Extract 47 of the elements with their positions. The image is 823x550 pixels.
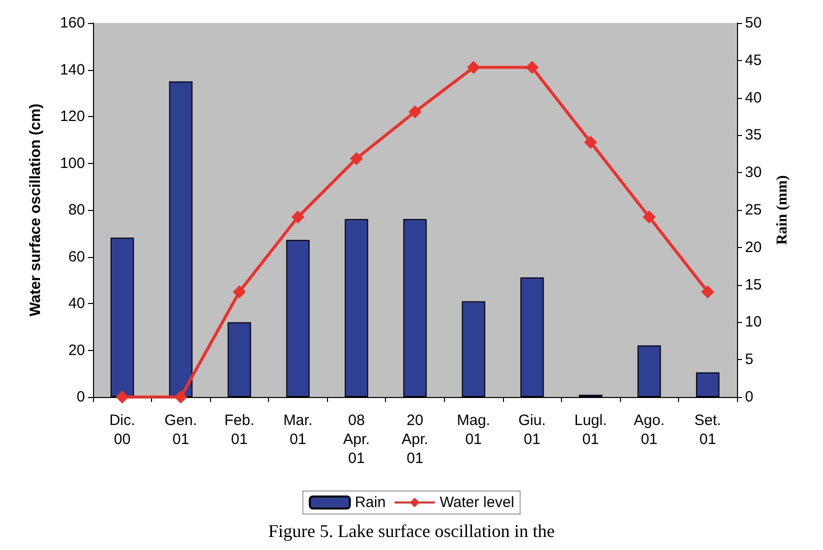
y2-tick-label: 45 — [745, 52, 762, 69]
x-tick-label: Lugl. 01 — [574, 412, 607, 448]
point — [174, 390, 188, 404]
y2-tick-label: 25 — [745, 202, 762, 218]
caption: Figure 5. Lake surface oscillation in the — [268, 521, 555, 541]
point — [232, 285, 246, 298]
x-tick-label: Set. 01 — [694, 412, 722, 448]
x-tick-label: Giu. 01 — [518, 412, 546, 448]
y-tick-label: 80 — [68, 202, 85, 218]
y2-axis-title: Rain (mm) — [774, 175, 790, 245]
y-tick-label: 140 — [60, 61, 85, 78]
point — [701, 285, 714, 298]
x-tick-label: Ago. 01 — [634, 412, 665, 448]
y2-tick-label: 50 — [745, 14, 762, 32]
point — [408, 105, 422, 118]
y-tick-label: 60 — [68, 248, 85, 266]
y2-tick-label: 15 — [745, 276, 762, 294]
x-tick-label: Gen. 01 — [164, 412, 198, 448]
point — [467, 60, 480, 74]
y-tick-label: 40 — [68, 295, 85, 312]
y2-tick-label: 35 — [745, 126, 762, 144]
y-tick-label: 100 — [60, 154, 85, 172]
y-tick-label: 0 — [76, 388, 85, 406]
x-tick-label: Feb. 01 — [224, 412, 254, 448]
x-tick-label: Dic. 00 — [109, 412, 136, 448]
point — [350, 152, 363, 166]
y2-tick-label: 10 — [745, 314, 762, 331]
point — [584, 136, 598, 149]
legend-label: Rain — [354, 494, 386, 511]
point — [642, 210, 656, 224]
y-tick-label: 20 — [68, 342, 85, 359]
y2-tick-label: 40 — [745, 89, 762, 106]
y2-tick-label: 30 — [745, 164, 762, 182]
point — [526, 60, 539, 74]
y-tick-label: 160 — [60, 14, 85, 32]
point — [291, 210, 304, 224]
x-tick-label: Mar. 01 — [283, 412, 313, 448]
y-axis-title: Water surface oscillation (cm) — [27, 104, 44, 316]
y-tick-label: 120 — [60, 108, 85, 125]
y2-tick-label: 5 — [745, 351, 754, 368]
legend-label: Water level — [440, 494, 514, 511]
y2-tick-label: 20 — [745, 238, 762, 256]
point — [116, 390, 129, 404]
x-tick-label: 08 Apr. 01 — [343, 412, 370, 467]
x-tick-label: Mag. 01 — [456, 412, 490, 448]
y2-tick-label: 0 — [745, 388, 754, 406]
x-tick-label: 20 Apr. 01 — [402, 412, 428, 467]
